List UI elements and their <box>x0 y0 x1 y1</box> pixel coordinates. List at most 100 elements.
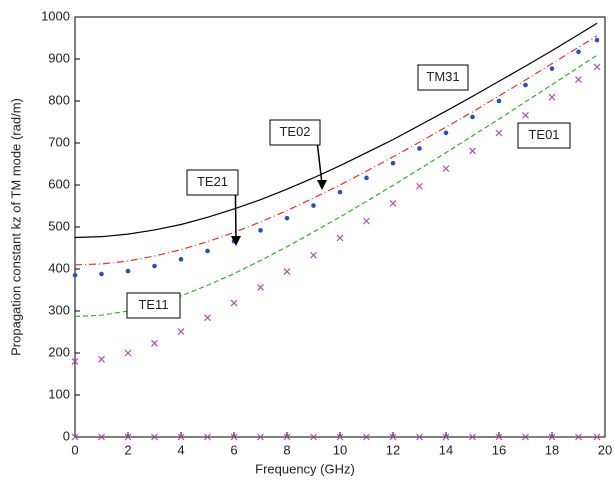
dot-marker <box>364 175 369 181</box>
x-tick-label: 12 <box>386 442 400 457</box>
y-tick-label: 200 <box>48 344 70 359</box>
dot-marker <box>337 189 343 195</box>
dot-marker <box>576 49 581 55</box>
x-tick-label: 8 <box>283 442 290 457</box>
y-tick-label: 900 <box>48 50 70 65</box>
y-tick-label: 500 <box>48 218 70 233</box>
x-marker <box>230 299 238 307</box>
annotation-box <box>517 122 571 149</box>
dot-marker <box>443 130 449 136</box>
x-marker <box>336 234 344 242</box>
series-line <box>74 54 598 318</box>
y-tick-label: 300 <box>48 302 70 317</box>
x-marker <box>495 433 503 441</box>
series-line <box>74 35 598 266</box>
x-tick-label: 2 <box>124 442 131 457</box>
x-tick-label: 18 <box>545 442 559 457</box>
dot-marker <box>523 82 528 88</box>
legend-label: TM31 <box>426 69 459 84</box>
x-marker <box>593 63 601 71</box>
y-tick-label: 0 <box>63 428 70 443</box>
y-tick-label: 700 <box>48 134 70 149</box>
x-marker <box>575 76 582 84</box>
x-marker <box>416 433 423 441</box>
dot-marker <box>258 228 263 233</box>
x-marker <box>257 433 264 441</box>
x-marker <box>98 355 105 363</box>
x-marker <box>124 433 132 441</box>
y-tick-label: 400 <box>48 260 70 275</box>
x-tick-label: 14 <box>439 442 453 457</box>
dot-marker <box>99 271 104 277</box>
dot-marker <box>311 203 316 208</box>
dot-marker <box>152 263 157 269</box>
x-marker <box>230 433 238 441</box>
annotation-arrow <box>316 144 323 185</box>
legend-label: TE21 <box>197 174 228 189</box>
x-marker <box>177 433 185 441</box>
dot-marker <box>284 215 290 221</box>
y-tick-label: 100 <box>48 386 70 401</box>
x-marker <box>177 328 185 336</box>
x-marker <box>204 433 211 441</box>
dot-marker <box>125 268 131 274</box>
x-marker <box>257 284 264 291</box>
x-marker <box>593 433 601 441</box>
x-marker <box>124 349 132 357</box>
series-line <box>74 22 598 239</box>
dot-marker <box>417 146 422 151</box>
dot-marker <box>178 257 184 262</box>
x-marker <box>416 182 423 190</box>
dot-marker <box>594 37 600 43</box>
x-marker <box>442 165 450 173</box>
y-tick-label: 800 <box>48 92 70 107</box>
x-marker <box>389 433 397 441</box>
legend-label: TE02 <box>279 124 310 139</box>
x-marker <box>522 111 529 119</box>
x-axis-label: Frequency (GHz) <box>255 461 355 476</box>
x-marker <box>575 433 582 441</box>
dot-marker <box>549 66 555 71</box>
x-marker <box>98 433 105 441</box>
x-marker <box>548 433 556 441</box>
y-tick-label: 600 <box>48 176 70 191</box>
x-marker <box>363 217 370 225</box>
x-tick-label: 20 <box>598 442 612 457</box>
arrow-head <box>231 236 241 246</box>
x-marker <box>310 433 317 441</box>
legend-label: TE11 <box>138 297 168 312</box>
x-tick-label: 10 <box>333 442 347 457</box>
x-marker <box>522 433 529 441</box>
x-marker <box>548 93 556 101</box>
x-marker <box>336 433 344 441</box>
x-tick-label: 0 <box>71 442 78 457</box>
x-marker <box>283 433 291 441</box>
legend-label: TE01 <box>528 127 559 142</box>
annotation-box <box>186 169 239 196</box>
x-marker <box>283 268 291 275</box>
x-marker <box>469 433 476 441</box>
x-marker <box>151 433 158 441</box>
x-marker <box>71 357 79 365</box>
x-marker <box>469 147 476 155</box>
annotation-box <box>126 292 181 319</box>
y-axis-label: Propagation constant kz of TM mode (rad/… <box>8 98 23 356</box>
x-marker <box>363 433 370 441</box>
dot-marker <box>72 273 78 278</box>
x-tick-label: 16 <box>492 442 506 457</box>
x-marker <box>151 339 158 347</box>
x-tick-label: 6 <box>230 442 237 457</box>
x-tick-label: 4 <box>177 442 184 457</box>
x-marker <box>71 433 79 441</box>
dot-marker <box>496 98 502 104</box>
x-marker <box>442 433 450 441</box>
arrow-head <box>317 180 327 190</box>
y-tick-label: 1000 <box>41 8 70 23</box>
dot-marker <box>470 114 475 120</box>
dot-marker <box>390 160 396 166</box>
x-marker <box>310 251 317 259</box>
x-marker <box>204 314 211 322</box>
annotation-box <box>417 64 469 91</box>
annotation-box <box>269 119 321 146</box>
